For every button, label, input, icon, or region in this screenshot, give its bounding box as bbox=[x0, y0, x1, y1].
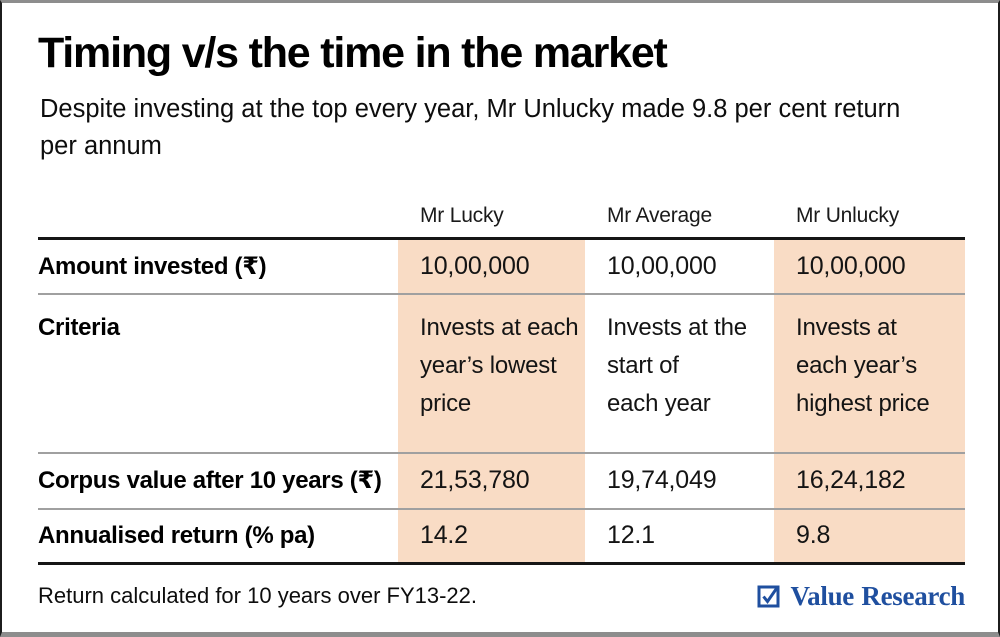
cell-amount-mr-average: 10,00,000 bbox=[607, 251, 717, 280]
row-label: Corpus value after 10 years (₹) bbox=[38, 467, 382, 495]
row-label: Criteria bbox=[38, 313, 120, 341]
cell-criteria-mr-average: Invests at the start of each year bbox=[607, 313, 747, 417]
table-row-annualised-return: Annualised return (% pa) 14.2 12.1 9.8 bbox=[38, 507, 965, 565]
cell-corpus-mr-unlucky: 16,24,182 bbox=[774, 453, 965, 508]
table-row-criteria: Criteria Invests at each year’s lowest p… bbox=[38, 292, 965, 452]
content-area: Timing v/s the time in the market Despit… bbox=[2, 3, 998, 612]
column-header-mr-lucky: Mr Lucky bbox=[420, 203, 504, 227]
column-header-mr-average: Mr Average bbox=[607, 203, 712, 227]
cell-corpus-mr-average: 19,74,049 bbox=[607, 466, 717, 495]
value-research-wordmark: Value Research bbox=[790, 580, 965, 611]
footer: Return calculated for 10 years over FY13… bbox=[38, 581, 965, 612]
cell-corpus-mr-lucky: 21,53,780 bbox=[398, 453, 585, 508]
cell-criteria-mr-lucky: Invests at each year’s lowest price bbox=[398, 294, 585, 452]
cell-return-mr-lucky: 14.2 bbox=[398, 509, 585, 562]
page-title: Timing v/s the time in the market bbox=[38, 29, 668, 77]
comparison-table: Mr Lucky Mr Average Mr Unlucky Amount in… bbox=[38, 193, 965, 565]
row-label: Annualised return (% pa) bbox=[38, 521, 315, 549]
footnote: Return calculated for 10 years over FY13… bbox=[38, 583, 478, 609]
table-header-row: Mr Lucky Mr Average Mr Unlucky bbox=[38, 193, 965, 237]
cell-return-mr-average: 12.1 bbox=[607, 521, 655, 550]
checkbox-check-icon bbox=[757, 585, 780, 608]
cell-amount-mr-unlucky: 10,00,000 bbox=[774, 239, 965, 293]
value-research-logo: Value Research bbox=[757, 581, 965, 612]
table-row-amount-invested: Amount invested (₹) 10,00,000 10,00,000 … bbox=[38, 236, 965, 293]
cell-amount-mr-lucky: 10,00,000 bbox=[398, 239, 585, 293]
table-row-corpus-value: Corpus value after 10 years (₹) 21,53,78… bbox=[38, 451, 965, 508]
column-header-blank bbox=[38, 193, 398, 237]
cell-return-mr-unlucky: 9.8 bbox=[774, 509, 965, 562]
column-header-mr-unlucky: Mr Unlucky bbox=[796, 203, 900, 227]
row-label: Amount invested (₹) bbox=[38, 252, 267, 280]
subtitle: Despite investing at the top every year,… bbox=[40, 95, 901, 160]
cell-criteria-mr-unlucky: Invests at each year’s highest price bbox=[774, 294, 965, 452]
